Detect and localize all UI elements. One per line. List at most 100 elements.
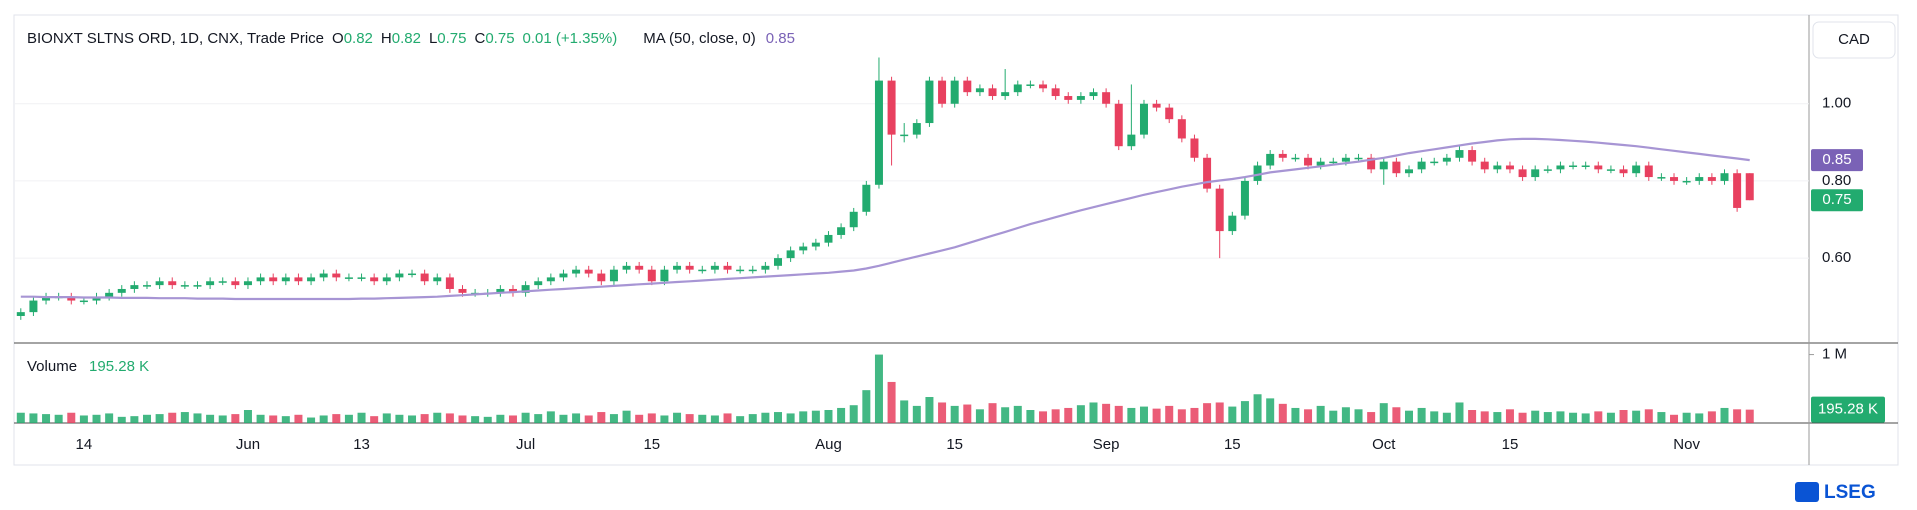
volume-bar [609, 414, 618, 423]
x-tick-label: 15 [643, 436, 660, 453]
candle-body [761, 265, 770, 270]
volume-bar [79, 415, 88, 423]
candle-body [710, 265, 719, 270]
candle-body [1430, 161, 1439, 164]
candle-body [1644, 165, 1653, 178]
candle-body [79, 300, 88, 303]
candle-body [1543, 169, 1552, 171]
volume-bar [42, 414, 51, 423]
candle-body [1329, 161, 1338, 164]
volume-bar [1619, 410, 1628, 423]
volume-bar [1657, 412, 1666, 423]
candle-body [824, 234, 833, 243]
candle-body [332, 273, 341, 278]
candle-body [1505, 165, 1514, 170]
volume-bar [660, 415, 669, 423]
volume-bar [584, 415, 593, 423]
volume-bar [1316, 405, 1325, 423]
volume-bar [1165, 405, 1174, 423]
candle-body [1733, 173, 1742, 208]
candle-body [433, 277, 442, 282]
volume-bar [1001, 407, 1010, 423]
volume-bar [622, 410, 631, 423]
legend-ma: MA (50, close, 0) [643, 30, 756, 47]
volume-bar [395, 414, 404, 423]
volume-bar [1670, 414, 1679, 423]
volume-bar [1632, 410, 1641, 423]
candle-body [307, 277, 316, 282]
candle-body [597, 273, 606, 282]
candle-body [1304, 157, 1313, 166]
candle-body [420, 273, 429, 282]
x-tick-label: Sep [1093, 436, 1120, 453]
candle-body [395, 273, 404, 278]
candle-body [1240, 180, 1249, 216]
volume-bar [988, 403, 997, 423]
volume-bar [117, 416, 126, 423]
volume-bar [92, 414, 101, 423]
candle-body [799, 246, 808, 251]
candle-body [900, 134, 909, 137]
volume-bar [344, 414, 353, 423]
candle-body [1127, 134, 1136, 147]
volume-legend: Volume 195.28 K [27, 358, 149, 375]
candle-body [1039, 84, 1048, 89]
candle-body [206, 281, 215, 286]
legend-h: H [381, 30, 392, 47]
volume-bar [1215, 402, 1224, 423]
legend-open: 0.82 [344, 30, 373, 47]
candle-body [1720, 173, 1729, 181]
volume-bar [1569, 412, 1578, 423]
candle-body [1745, 173, 1754, 201]
candle-body [370, 277, 379, 282]
legend-ma-value: 0.85 [766, 30, 795, 47]
volume-bar [408, 415, 417, 423]
candle-body [1442, 157, 1451, 162]
candle-body [42, 296, 51, 301]
volume-bar [420, 414, 429, 423]
candle-body [1278, 153, 1287, 158]
candle-body [344, 277, 353, 279]
volume-bar [294, 414, 303, 423]
volume-bar [1556, 411, 1565, 423]
legend-close: 0.75 [485, 30, 514, 47]
volume-bar [862, 390, 871, 423]
volume-bar [673, 412, 682, 423]
x-tick-label: Oct [1372, 436, 1396, 453]
candle-body [546, 277, 555, 282]
volume-bar [67, 412, 76, 423]
volume-bar [925, 397, 934, 423]
volume-bar [1733, 409, 1742, 423]
candle-body [180, 285, 189, 287]
volume-bar [559, 414, 568, 423]
volume-tag-bg [1811, 396, 1885, 423]
volume-bar [1354, 409, 1363, 423]
candle-body [635, 265, 644, 270]
price-tag: 0.75 [1822, 191, 1851, 208]
candle-body [811, 242, 820, 247]
volume-bar [1051, 409, 1060, 423]
candle-body [357, 277, 366, 279]
candle-body [445, 277, 454, 289]
candle-body [723, 265, 732, 270]
volume-bar [1039, 411, 1048, 423]
volume-bar [1114, 405, 1123, 423]
volume-bar [786, 413, 795, 423]
volume-bar [1531, 410, 1540, 423]
volume-bar [1480, 411, 1489, 423]
volume-bar [16, 412, 25, 423]
volume-legend-value: 195.28 K [89, 358, 149, 375]
volume-bar [357, 412, 366, 423]
volume-bar [433, 412, 442, 423]
x-tick-label: 13 [353, 436, 370, 453]
volume-tick-label: 1 M [1822, 346, 1847, 363]
volume-bar [748, 414, 757, 423]
candle-body [1417, 161, 1426, 170]
candle-body [1001, 92, 1010, 97]
candle-body [382, 277, 391, 282]
candle-body [1707, 177, 1716, 181]
candle-body [521, 285, 530, 293]
volume-bar [1253, 394, 1262, 423]
candle-body [1354, 157, 1363, 160]
volume-bar [1405, 410, 1413, 423]
